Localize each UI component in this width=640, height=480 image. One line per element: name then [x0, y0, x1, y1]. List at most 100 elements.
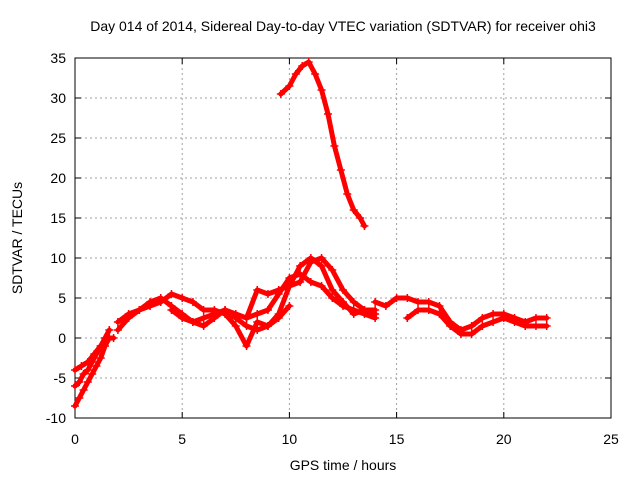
series-late-b — [403, 306, 551, 338]
data-point — [156, 294, 165, 302]
data-point — [531, 314, 540, 322]
data-point — [253, 286, 262, 294]
plot-frame — [74, 57, 612, 419]
data-point — [231, 314, 240, 322]
data-point — [381, 302, 390, 310]
data-point — [96, 342, 105, 350]
data-point — [263, 322, 272, 330]
data-point — [435, 302, 444, 310]
y-tick-label: 10 — [50, 250, 66, 266]
data-point — [456, 330, 465, 338]
data-point — [71, 402, 79, 410]
data-point — [285, 274, 294, 282]
series-track-3 — [242, 254, 380, 322]
x-axis-label: GPS time / hours — [290, 457, 397, 473]
data-point — [317, 262, 326, 270]
series-early-c — [71, 334, 118, 374]
data-point — [263, 306, 272, 314]
data-point — [113, 318, 122, 326]
data-point — [83, 378, 92, 386]
data-point — [274, 314, 283, 322]
data-point — [339, 286, 347, 294]
series-line — [278, 59, 367, 229]
y-axis-label: SDTVAR / TECUs — [9, 182, 25, 294]
data-point — [304, 58, 313, 66]
data-point — [210, 310, 219, 318]
data-point — [317, 282, 326, 290]
y-tick-label: 30 — [50, 90, 66, 106]
data-point — [330, 142, 339, 150]
grid — [75, 58, 611, 418]
data-point — [296, 262, 305, 270]
data-point — [188, 298, 197, 306]
data-point — [199, 322, 208, 330]
data-point — [79, 370, 88, 378]
data-point — [489, 310, 498, 318]
data-point — [317, 86, 326, 94]
data-point — [306, 258, 315, 266]
data-point — [311, 70, 320, 78]
data-point — [414, 306, 423, 314]
data-point — [298, 62, 307, 70]
data-point — [356, 214, 365, 222]
data-point — [88, 370, 97, 378]
data-point — [349, 306, 358, 314]
data-point — [371, 306, 380, 314]
data-point — [403, 314, 412, 322]
y-tick-label: 35 — [50, 50, 66, 66]
data-point — [71, 366, 79, 374]
data-point — [77, 362, 86, 370]
data-point — [424, 298, 433, 306]
x-tick-label: 25 — [603, 431, 619, 447]
data-point — [75, 394, 84, 402]
data-point — [253, 318, 262, 326]
data-point — [328, 266, 337, 274]
data-point — [274, 286, 283, 294]
data-point — [75, 378, 84, 386]
data-point — [71, 382, 79, 390]
series-track-4 — [167, 302, 294, 334]
data-point — [188, 318, 197, 326]
data-point — [263, 290, 272, 298]
data-point — [489, 318, 498, 326]
data-point — [105, 326, 114, 334]
x-tick-label: 10 — [282, 431, 298, 447]
data-point — [343, 190, 352, 198]
chart-title: Day 014 of 2014, Sidereal Day-to-day VTE… — [90, 18, 596, 34]
data-point — [199, 314, 208, 322]
data-point — [199, 306, 208, 314]
x-tick-label: 20 — [496, 431, 512, 447]
data-point — [285, 282, 294, 290]
data-point — [124, 310, 133, 318]
data-point — [92, 362, 101, 370]
axis-ticks: 0 5 10 15 20 25 -10 -5 0 5 10 15 20 25 30 35 — [46, 50, 619, 447]
data-point — [323, 110, 332, 118]
data-point — [403, 294, 412, 302]
data-point — [542, 314, 551, 322]
data-series — [71, 58, 551, 410]
data-point — [328, 294, 337, 302]
data-point — [424, 306, 433, 314]
data-point — [167, 306, 176, 314]
data-point — [467, 322, 476, 330]
data-point — [253, 326, 262, 334]
data-point — [146, 298, 155, 306]
data-point — [83, 366, 92, 374]
data-point — [167, 290, 176, 298]
data-point — [478, 322, 487, 330]
series-peak — [276, 58, 369, 230]
data-point — [221, 306, 230, 314]
data-point — [510, 318, 519, 326]
data-point — [478, 314, 487, 322]
data-point — [531, 322, 540, 330]
y-tick-label: 25 — [50, 130, 66, 146]
data-point — [83, 358, 92, 366]
data-point — [285, 302, 294, 310]
data-point — [231, 322, 240, 330]
x-tick-label: 5 — [178, 431, 186, 447]
data-point — [446, 322, 455, 330]
data-point — [135, 306, 144, 314]
data-point — [242, 322, 251, 330]
data-point — [371, 298, 380, 306]
